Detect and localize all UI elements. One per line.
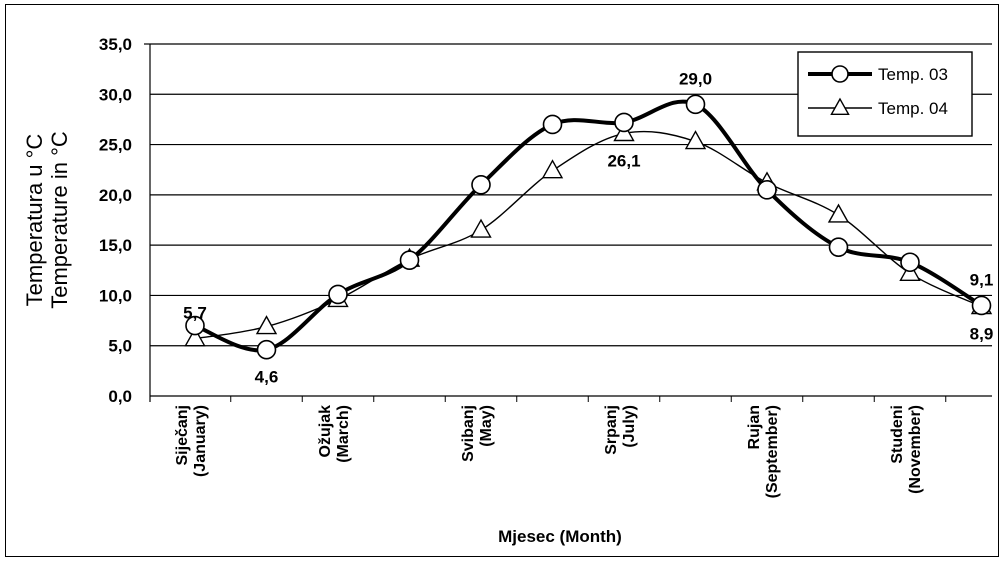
point-marker-triangle xyxy=(541,159,564,179)
x-category-label: Studeni xyxy=(889,405,906,464)
x-axis-title: Mjesec (Month) xyxy=(498,527,622,546)
point-marker-circle xyxy=(542,114,563,135)
point-marker-circle xyxy=(971,295,992,316)
point-marker-circle xyxy=(471,175,491,195)
point-marker-triangle xyxy=(470,218,492,238)
y-tick-label: 30,0 xyxy=(99,85,132,104)
point-marker-triangle xyxy=(827,203,850,223)
legend-marker-triangle xyxy=(830,97,850,116)
y-tick-label: 0,0 xyxy=(108,387,132,406)
point-marker-triangle xyxy=(184,327,206,347)
data-label: 8,9 xyxy=(970,324,994,343)
y-tick-label: 35,0 xyxy=(99,35,132,54)
y-axis-title: Temperatura u °C xyxy=(22,134,47,307)
x-category-label: (January) xyxy=(192,405,209,477)
x-category-label: (November) xyxy=(907,405,924,494)
point-marker-circle xyxy=(685,94,706,115)
point-marker-circle xyxy=(328,284,348,305)
x-category-label: (March) xyxy=(335,405,352,463)
x-category-label: (July) xyxy=(621,405,638,448)
y-tick-label: 25,0 xyxy=(99,136,132,155)
y-tick-label: 20,0 xyxy=(99,186,132,205)
series-line-1 xyxy=(194,99,983,353)
point-marker-circle xyxy=(614,112,634,133)
data-label: 9,1 xyxy=(970,270,994,289)
point-marker-circle xyxy=(900,252,920,273)
y-tick-label: 5,0 xyxy=(108,337,132,356)
x-category-label: (September) xyxy=(764,405,781,498)
x-category-label: (May) xyxy=(478,405,495,447)
legend-box xyxy=(797,51,973,137)
legend-label: Temp. 04 xyxy=(878,99,948,118)
x-category-label: Svibanj xyxy=(460,405,477,462)
data-label: 29,0 xyxy=(679,69,712,88)
legend-marker-circle xyxy=(831,65,849,83)
y-tick-label: 15,0 xyxy=(99,236,132,255)
legend-label: Temp. 03 xyxy=(878,65,948,84)
point-marker-triangle xyxy=(255,315,278,335)
series-line-2 xyxy=(194,130,982,340)
x-category-label: Srpanj xyxy=(603,405,620,455)
data-label: 5,7 xyxy=(183,304,207,323)
data-label: 26,1 xyxy=(607,152,640,171)
x-category-label: Rujan xyxy=(746,405,763,449)
x-category-label: Siječanj xyxy=(174,405,191,465)
data-label: 4,6 xyxy=(255,368,279,387)
point-marker-triangle xyxy=(684,130,707,150)
y-tick-label: 10,0 xyxy=(99,286,132,305)
x-category-label: Ožujak xyxy=(317,405,334,458)
point-marker-circle xyxy=(757,180,777,200)
point-marker-circle xyxy=(399,250,420,271)
y-axis-title: Temperature in °C xyxy=(47,131,72,309)
point-marker-circle xyxy=(828,237,849,257)
point-marker-circle xyxy=(185,315,205,336)
point-marker-circle xyxy=(256,339,277,360)
